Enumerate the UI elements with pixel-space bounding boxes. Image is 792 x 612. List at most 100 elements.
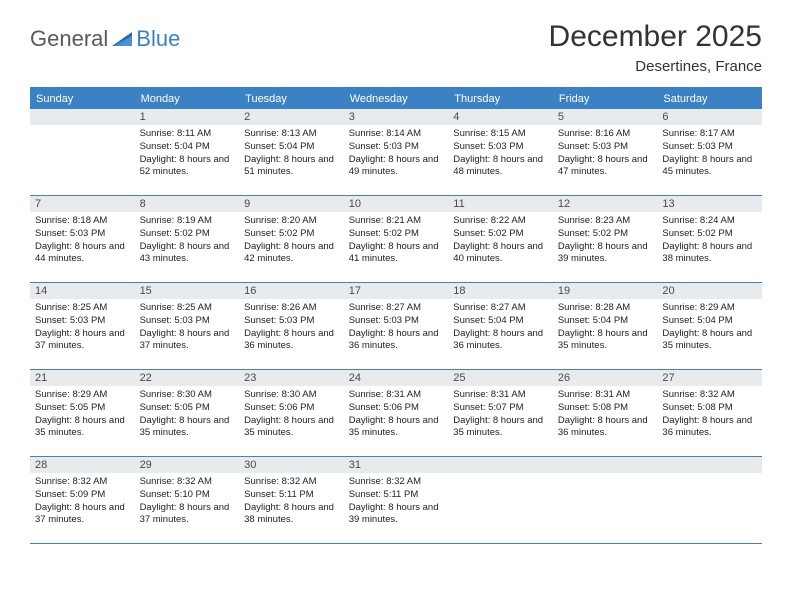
sunset-text: Sunset: 5:03 PM — [349, 315, 444, 328]
day-content: Sunrise: 8:23 AMSunset: 5:02 PMDaylight:… — [553, 212, 658, 269]
sunset-text: Sunset: 5:04 PM — [558, 315, 653, 328]
sunset-text: Sunset: 5:03 PM — [244, 315, 339, 328]
sunrise-text: Sunrise: 8:25 AM — [140, 302, 235, 315]
calendar-day: 7Sunrise: 8:18 AMSunset: 5:03 PMDaylight… — [30, 196, 135, 282]
calendar-week: 28Sunrise: 8:32 AMSunset: 5:09 PMDayligh… — [30, 457, 762, 544]
day-content: Sunrise: 8:15 AMSunset: 5:03 PMDaylight:… — [448, 125, 553, 182]
day-content: Sunrise: 8:24 AMSunset: 5:02 PMDaylight:… — [657, 212, 762, 269]
calendar-day: 24Sunrise: 8:31 AMSunset: 5:06 PMDayligh… — [344, 370, 449, 456]
day-number: 5 — [553, 109, 658, 125]
sunset-text: Sunset: 5:11 PM — [244, 489, 339, 502]
sunrise-text: Sunrise: 8:30 AM — [244, 389, 339, 402]
day-number: 31 — [344, 457, 449, 473]
day-content: Sunrise: 8:19 AMSunset: 5:02 PMDaylight:… — [135, 212, 240, 269]
day-number: 16 — [239, 283, 344, 299]
calendar-day: 8Sunrise: 8:19 AMSunset: 5:02 PMDaylight… — [135, 196, 240, 282]
weekday-header: Wednesday — [344, 89, 449, 109]
day-content: Sunrise: 8:32 AMSunset: 5:08 PMDaylight:… — [657, 386, 762, 443]
calendar-day: 31 Sunrise: 8:32 AMSunset: 5:11 PMDayligh… — [344, 457, 449, 543]
day-content: Sunrise: 8:21 AMSunset: 5:02 PMDaylight:… — [344, 212, 449, 269]
calendar-day: 11Sunrise: 8:22 AMSunset: 5:02 PMDayligh… — [448, 196, 553, 282]
day-content: Sunrise: 8:16 AMSunset: 5:03 PMDaylight:… — [553, 125, 658, 182]
day-number — [30, 109, 135, 125]
sunrise-text: Sunrise: 8:15 AM — [453, 128, 548, 141]
day-number: 13 — [657, 196, 762, 212]
calendar-day: 6Sunrise: 8:17 AMSunset: 5:03 PMDaylight… — [657, 109, 762, 195]
daylight-text: Daylight: 8 hours and 37 minutes. — [35, 502, 130, 528]
day-number: 7 — [30, 196, 135, 212]
day-content: Sunrise: 8:32 AMSunset: 5:10 PMDaylight:… — [135, 473, 240, 530]
sunset-text: Sunset: 5:03 PM — [453, 141, 548, 154]
day-number: 28 — [30, 457, 135, 473]
daylight-text: Daylight: 8 hours and 39 minutes. — [349, 502, 444, 528]
calendar-day — [657, 457, 762, 543]
day-number: 8 — [135, 196, 240, 212]
day-content: Sunrise: 8:13 AMSunset: 5:04 PMDaylight:… — [239, 125, 344, 182]
daylight-text: Daylight: 8 hours and 45 minutes. — [662, 154, 757, 180]
calendar-day: 26Sunrise: 8:31 AMSunset: 5:08 PMDayligh… — [553, 370, 658, 456]
day-number: 29 — [135, 457, 240, 473]
sunrise-text: Sunrise: 8:27 AM — [349, 302, 444, 315]
day-number: 23 — [239, 370, 344, 386]
sunset-text: Sunset: 5:08 PM — [558, 402, 653, 415]
day-number: 12 — [553, 196, 658, 212]
daylight-text: Daylight: 8 hours and 47 minutes. — [558, 154, 653, 180]
sunset-text: Sunset: 5:05 PM — [35, 402, 130, 415]
sunrise-text: Sunrise: 8:11 AM — [140, 128, 235, 141]
daylight-text: Daylight: 8 hours and 35 minutes. — [349, 415, 444, 441]
sunrise-text: Sunrise: 8:28 AM — [558, 302, 653, 315]
day-content: Sunrise: 8:17 AMSunset: 5:03 PMDaylight:… — [657, 125, 762, 182]
day-number: 22 — [135, 370, 240, 386]
daylight-text: Daylight: 8 hours and 43 minutes. — [140, 241, 235, 267]
daylight-text: Daylight: 8 hours and 38 minutes. — [244, 502, 339, 528]
sunset-text: Sunset: 5:02 PM — [453, 228, 548, 241]
day-number: 26 — [553, 370, 658, 386]
sunrise-text: Sunrise: 8:27 AM — [453, 302, 548, 315]
sunset-text: Sunset: 5:09 PM — [35, 489, 130, 502]
sunrise-text: Sunrise: 8:29 AM — [662, 302, 757, 315]
day-number: 27 — [657, 370, 762, 386]
daylight-text: Daylight: 8 hours and 37 minutes. — [35, 328, 130, 354]
daylight-text: Daylight: 8 hours and 35 minutes. — [35, 415, 130, 441]
day-content: Sunrise: 8:30 AMSunset: 5:05 PMDaylight:… — [135, 386, 240, 443]
daylight-text: Daylight: 8 hours and 40 minutes. — [453, 241, 548, 267]
sunset-text: Sunset: 5:03 PM — [349, 141, 444, 154]
daylight-text: Daylight: 8 hours and 37 minutes. — [140, 328, 235, 354]
day-number: 3 — [344, 109, 449, 125]
calendar-day — [448, 457, 553, 543]
day-number: 25 — [448, 370, 553, 386]
calendar: SundayMondayTuesdayWednesdayThursdayFrid… — [30, 87, 762, 544]
day-number: 24 — [344, 370, 449, 386]
sunrise-text: Sunrise: 8:32 AM — [349, 476, 444, 489]
sunset-text: Sunset: 5:02 PM — [558, 228, 653, 241]
calendar-day: 1Sunrise: 8:11 AMSunset: 5:04 PMDaylight… — [135, 109, 240, 195]
sunrise-text: Sunrise: 8:16 AM — [558, 128, 653, 141]
day-content: Sunrise: 8:22 AMSunset: 5:02 PMDaylight:… — [448, 212, 553, 269]
day-content: Sunrise: 8:32 AMSunset: 5:09 PMDaylight:… — [30, 473, 135, 530]
sunset-text: Sunset: 5:02 PM — [140, 228, 235, 241]
sunset-text: Sunset: 5:07 PM — [453, 402, 548, 415]
day-number: 15 — [135, 283, 240, 299]
logo-text-general: General — [30, 26, 108, 52]
sunset-text: Sunset: 5:03 PM — [662, 141, 757, 154]
sunset-text: Sunset: 5:06 PM — [349, 402, 444, 415]
sunrise-text: Sunrise: 8:26 AM — [244, 302, 339, 315]
calendar-day: 30Sunrise: 8:32 AMSunset: 5:11 PMDayligh… — [239, 457, 344, 543]
daylight-text: Daylight: 8 hours and 36 minutes. — [349, 328, 444, 354]
day-number: 20 — [657, 283, 762, 299]
daylight-text: Daylight: 8 hours and 35 minutes. — [453, 415, 548, 441]
day-content: Sunrise: 8:31 AMSunset: 5:07 PMDaylight:… — [448, 386, 553, 443]
sunrise-text: Sunrise: 8:19 AM — [140, 215, 235, 228]
day-content: Sunrise: 8:31 AMSunset: 5:06 PMDaylight:… — [344, 386, 449, 443]
sunset-text: Sunset: 5:03 PM — [35, 315, 130, 328]
calendar-day: 21Sunrise: 8:29 AMSunset: 5:05 PMDayligh… — [30, 370, 135, 456]
title-block: December 2025 Desertines, France — [549, 20, 762, 75]
calendar-day: 23Sunrise: 8:30 AMSunset: 5:06 PMDayligh… — [239, 370, 344, 456]
calendar-day: 4Sunrise: 8:15 AMSunset: 5:03 PMDaylight… — [448, 109, 553, 195]
sunrise-text: Sunrise: 8:25 AM — [35, 302, 130, 315]
day-content: Sunrise: 8:28 AMSunset: 5:04 PMDaylight:… — [553, 299, 658, 356]
sunrise-text: Sunrise: 8:29 AM — [35, 389, 130, 402]
daylight-text: Daylight: 8 hours and 36 minutes. — [558, 415, 653, 441]
sunset-text: Sunset: 5:11 PM — [349, 489, 444, 502]
daylight-text: Daylight: 8 hours and 35 minutes. — [140, 415, 235, 441]
